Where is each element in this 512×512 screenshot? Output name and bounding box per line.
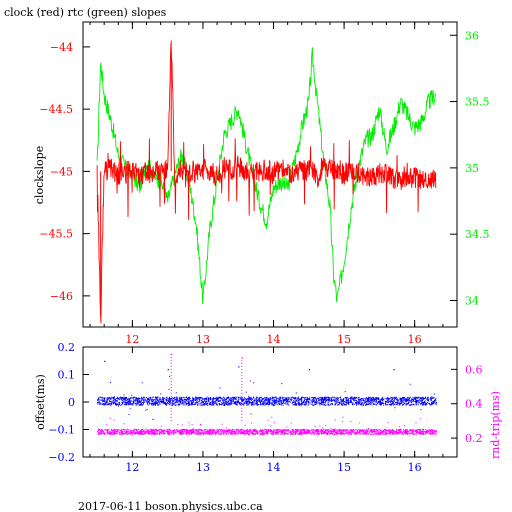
- roundtrip-point: [266, 431, 268, 433]
- footer-text: 2017-06-11 boson.physics.ubc.ca: [78, 500, 263, 512]
- offset-point: [238, 366, 240, 368]
- roundtrip-point: [153, 432, 155, 435]
- offset-point: [322, 402, 325, 404]
- offset-point: [337, 399, 339, 401]
- bottom-right-y-tick-label: 0.6: [465, 363, 483, 376]
- roundtrip-point: [365, 431, 367, 433]
- bottom-x-tick-label: 13: [196, 461, 210, 474]
- offset-point: [195, 399, 198, 401]
- offset-point: [435, 402, 438, 404]
- bottom-left-y-tick-label: 0.1: [58, 369, 76, 382]
- bottom-left-axis-label: offset(ms): [34, 374, 47, 430]
- roundtrip-point: [171, 353, 173, 356]
- bottom-plot-tick-labels: 12 13 14 15 16 0.2 0.1 0 −0.1 −0.2 0.6 0.4 0.2: [48, 341, 482, 474]
- bottom-left-y-tick-label: −0.2: [48, 451, 75, 464]
- bottom-x-tick-label: 12: [125, 461, 139, 474]
- bottom-left-y-tick-label: −0.1: [48, 424, 75, 437]
- top-x-tick-label: 12: [125, 333, 139, 346]
- offset-point: [125, 402, 127, 404]
- roundtrip-point: [238, 431, 240, 433]
- top-plot-ticks: [83, 22, 457, 327]
- bottom-plot-series: [97, 353, 438, 435]
- offset-point: [407, 399, 409, 401]
- roundtrip-point: [210, 431, 212, 433]
- top-right-y-tick-label: 34.5: [465, 228, 490, 241]
- roundtrip-point: [337, 432, 339, 435]
- offset-point: [114, 399, 116, 401]
- top-y-axis-label: clockslope: [33, 146, 46, 204]
- bottom-x-tick-label: 15: [337, 461, 351, 474]
- clock-slope-line: [96, 43, 437, 324]
- roundtrip-point: [280, 431, 282, 433]
- roundtrip-point: [308, 431, 311, 433]
- roundtrip-point: [125, 431, 127, 433]
- offset-point: [97, 402, 99, 404]
- roundtrip-point: [241, 357, 243, 359]
- roundtrip-point: [421, 432, 423, 435]
- roundtrip-point: [195, 432, 198, 435]
- offset-point: [210, 402, 212, 404]
- offset-point: [379, 402, 381, 404]
- top-left-y-tick-label: −44.5: [39, 103, 73, 116]
- offset-point: [181, 402, 183, 404]
- roundtrip-point: [379, 432, 381, 435]
- roundtrip-point: [294, 432, 296, 435]
- top-right-y-tick-label: 35.5: [465, 96, 490, 109]
- offset-point: [393, 369, 395, 371]
- top-right-y-tick-label: 35: [465, 162, 479, 175]
- top-right-y-tick-label: 34: [465, 294, 479, 307]
- bottom-x-tick-label: 16: [408, 461, 422, 474]
- top-x-tick-label: 16: [408, 333, 422, 346]
- offset-point: [167, 369, 169, 371]
- roundtrip-point: [252, 432, 254, 435]
- top-x-tick-label: 15: [337, 333, 351, 346]
- rtc-slope-line: [96, 47, 437, 305]
- roundtrip-point: [407, 431, 409, 433]
- offset-point: [153, 399, 155, 401]
- top-left-y-tick-label: −45.5: [39, 228, 73, 241]
- top-left-y-tick-label: −45: [50, 165, 73, 178]
- top-left-y-tick-label: −46: [50, 290, 73, 303]
- roundtrip-point: [181, 431, 183, 433]
- top-left-y-tick-label: −44: [50, 41, 73, 54]
- bottom-right-y-tick-label: 0.4: [465, 398, 483, 411]
- offset-point: [164, 402, 166, 404]
- offset-point: [104, 360, 106, 362]
- roundtrip-point: [111, 432, 113, 435]
- offset-point: [139, 404, 141, 406]
- top-right-y-tick-label: 36: [465, 29, 479, 42]
- roundtrip-point: [393, 431, 395, 433]
- top-plot-frame: [82, 21, 458, 328]
- roundtrip-point: [167, 431, 169, 433]
- roundtrip-point: [435, 431, 438, 433]
- offset-point: [252, 402, 254, 404]
- roundtrip-point: [351, 431, 353, 433]
- offset-point: [294, 402, 296, 404]
- top-chart-title: clock (red) rtc (green) slopes: [4, 6, 167, 19]
- offset-point: [308, 369, 311, 371]
- offset-point: [421, 402, 423, 404]
- bottom-plot-ticks: [83, 346, 457, 458]
- top-x-tick-label: 13: [196, 333, 210, 346]
- bottom-right-y-tick-label: 0.2: [465, 432, 483, 445]
- offset-point: [224, 404, 226, 406]
- offset-scatter-band: [97, 375, 437, 415]
- offset-point: [280, 402, 282, 404]
- top-x-tick-label: 14: [267, 333, 281, 346]
- roundtrip-point: [224, 431, 226, 433]
- offset-point: [266, 399, 268, 401]
- roundtrip-point: [97, 431, 99, 433]
- bottom-left-y-tick-label: 0: [68, 396, 75, 409]
- offset-point: [351, 402, 353, 404]
- bottom-x-tick-label: 14: [267, 461, 281, 474]
- top-plot-tick-labels: 12 13 14 15 16 −44 −44.5 −45 −45.5 −46 36 35.5 35 34.…: [39, 29, 489, 346]
- roundtrip-point: [139, 431, 141, 433]
- roundtrip-point: [322, 431, 325, 433]
- bottom-right-axis-label: rnd-trip(ms): [489, 391, 502, 459]
- bottom-left-y-tick-label: 0.2: [58, 341, 76, 354]
- top-plot-series: [96, 40, 437, 324]
- offset-point: [365, 404, 367, 406]
